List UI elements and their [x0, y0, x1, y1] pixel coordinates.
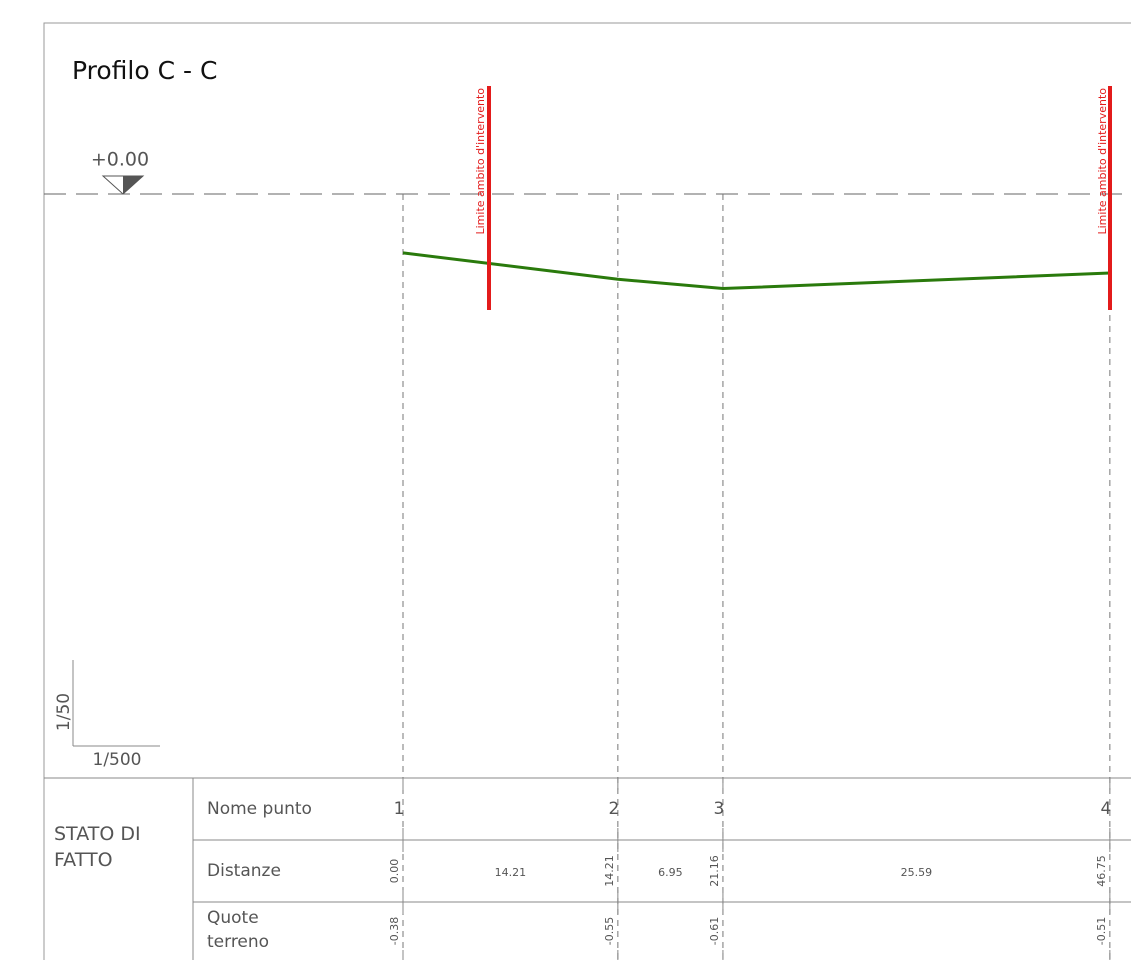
- elevation-label: -0.51: [1095, 917, 1108, 945]
- frame: [43, 22, 1131, 960]
- row-label: Quote terreno: [207, 908, 269, 952]
- point-name: 1: [394, 799, 405, 819]
- segment-distance: 6.95: [658, 866, 683, 879]
- segment-distance: 14.21: [495, 866, 527, 879]
- datum-label: +0.00: [91, 149, 149, 171]
- scale-vertical: 1/50: [54, 693, 74, 731]
- datum-marker-fill: [123, 176, 143, 194]
- row-label: Distanze: [207, 861, 281, 881]
- elevation-label: -0.61: [708, 917, 721, 945]
- title: Profilo C - C: [72, 56, 217, 85]
- terrain-profile: [402, 251, 1110, 291]
- scale-horizontal: 1/500: [93, 750, 142, 770]
- distance-label: 46.75: [1095, 855, 1108, 887]
- elevation-label: -0.55: [603, 917, 616, 945]
- point-name: 4: [1100, 799, 1111, 819]
- limit-label: Limite ambito d'intervento: [474, 88, 487, 235]
- distance-label: 14.21: [603, 855, 616, 887]
- elevation-label: -0.38: [388, 917, 401, 945]
- point-name: 2: [608, 799, 619, 819]
- distance-label: 21.16: [708, 855, 721, 887]
- row-label: Nome punto: [207, 799, 312, 819]
- point-name: 3: [714, 799, 725, 819]
- section-label: STATO DI FATTO: [54, 823, 141, 871]
- distance-label: 0.00: [388, 859, 401, 884]
- segment-distance: 25.59: [901, 866, 933, 879]
- limit-label: Limite ambito d'intervento: [1096, 88, 1109, 235]
- limit-left: Limite ambito d'intervento: [474, 86, 491, 310]
- limit-right: Limite ambito d'intervento: [1096, 86, 1112, 310]
